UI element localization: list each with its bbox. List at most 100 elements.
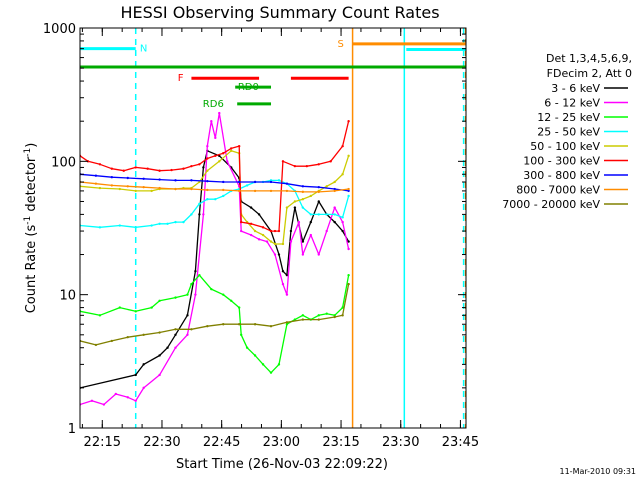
series-point [174, 346, 177, 349]
series-point [114, 392, 118, 396]
flag-label: S [337, 39, 343, 50]
series-point [134, 399, 137, 402]
series-point [206, 188, 209, 192]
series-point [158, 178, 161, 181]
series-point [142, 333, 145, 337]
series-point [285, 182, 289, 185]
series-point [285, 323, 289, 326]
series-point [198, 273, 201, 277]
series-point [218, 111, 221, 115]
y-axis-label: Count Rate (s-1 detector-1) [23, 143, 39, 314]
series-point [110, 176, 114, 179]
series-point [218, 160, 221, 163]
series-point [285, 189, 289, 193]
series-point [317, 190, 320, 194]
series-point [281, 282, 285, 286]
series-point [230, 299, 233, 302]
series-point [190, 282, 193, 286]
series-line [80, 150, 350, 389]
legend-entry-label: 25 - 50 keV [537, 126, 600, 139]
series-point [134, 310, 137, 313]
series-point [249, 222, 253, 226]
series-point [325, 229, 328, 233]
series-point [317, 200, 320, 203]
series-point [158, 169, 161, 172]
series-point [222, 188, 225, 192]
series-line [80, 181, 349, 193]
series-point [122, 169, 125, 172]
flag-label: RD0 [238, 82, 259, 93]
series-point [186, 314, 189, 317]
series-point [301, 185, 305, 188]
series-point [333, 180, 336, 184]
series-point [277, 229, 281, 233]
series-point [206, 325, 209, 328]
series-point [174, 296, 177, 299]
series-point [150, 189, 153, 193]
series-point [341, 220, 344, 224]
series-point [317, 318, 320, 321]
flag-label: F [178, 73, 184, 84]
series-point [222, 152, 225, 155]
series-point [174, 333, 177, 337]
legend-entry-label: 3 - 6 keV [551, 82, 600, 95]
series-point [273, 253, 277, 256]
series-point [158, 354, 161, 357]
series-point [118, 224, 121, 227]
series-point [118, 306, 121, 309]
series-point [214, 197, 217, 201]
series-point [257, 238, 261, 241]
series-point [341, 314, 344, 317]
series-point [222, 194, 225, 198]
y-tick-label: 10 [59, 289, 76, 304]
series-point [309, 220, 313, 224]
series-point [281, 160, 285, 163]
series-point [158, 299, 161, 302]
series-point [142, 386, 145, 390]
series-point [269, 325, 273, 328]
series-point [301, 318, 305, 321]
series-point [325, 213, 328, 216]
series-point [174, 328, 177, 331]
series-point [126, 335, 129, 339]
footer-date: 11-Mar-2010 09:31 [560, 467, 637, 476]
series-point [214, 154, 217, 158]
series-point [190, 328, 193, 331]
series-point [333, 314, 336, 317]
series-point [226, 160, 229, 163]
series-point [198, 213, 201, 216]
series-point [341, 144, 344, 148]
series-point [301, 206, 305, 209]
series-point [277, 179, 281, 182]
series-point [285, 273, 289, 277]
series-point [190, 213, 193, 216]
series-point [269, 180, 273, 184]
series-point [333, 189, 336, 193]
series-point [98, 314, 102, 317]
series-point [239, 229, 243, 233]
series-point [202, 213, 205, 216]
series-point [317, 185, 320, 189]
series-line [80, 121, 350, 232]
series-line [80, 283, 350, 346]
series-point [110, 167, 114, 170]
series-point [98, 226, 102, 229]
series-point [102, 403, 106, 406]
series-point [134, 189, 137, 193]
series-point [126, 185, 129, 188]
flag-label: N [140, 44, 147, 55]
series-point [293, 164, 297, 168]
plot-frame [79, 27, 467, 429]
series-point [347, 240, 350, 243]
series-point [182, 220, 185, 224]
series-point [341, 173, 344, 176]
series-point [305, 164, 309, 168]
series-point [249, 206, 253, 209]
legend-header: FDecim 2, Att 0 [547, 67, 632, 80]
series-point [210, 119, 213, 123]
series-point [257, 213, 261, 216]
series-point [158, 373, 161, 377]
series-point [134, 373, 137, 377]
series-point [253, 189, 257, 193]
series-point [347, 247, 350, 251]
